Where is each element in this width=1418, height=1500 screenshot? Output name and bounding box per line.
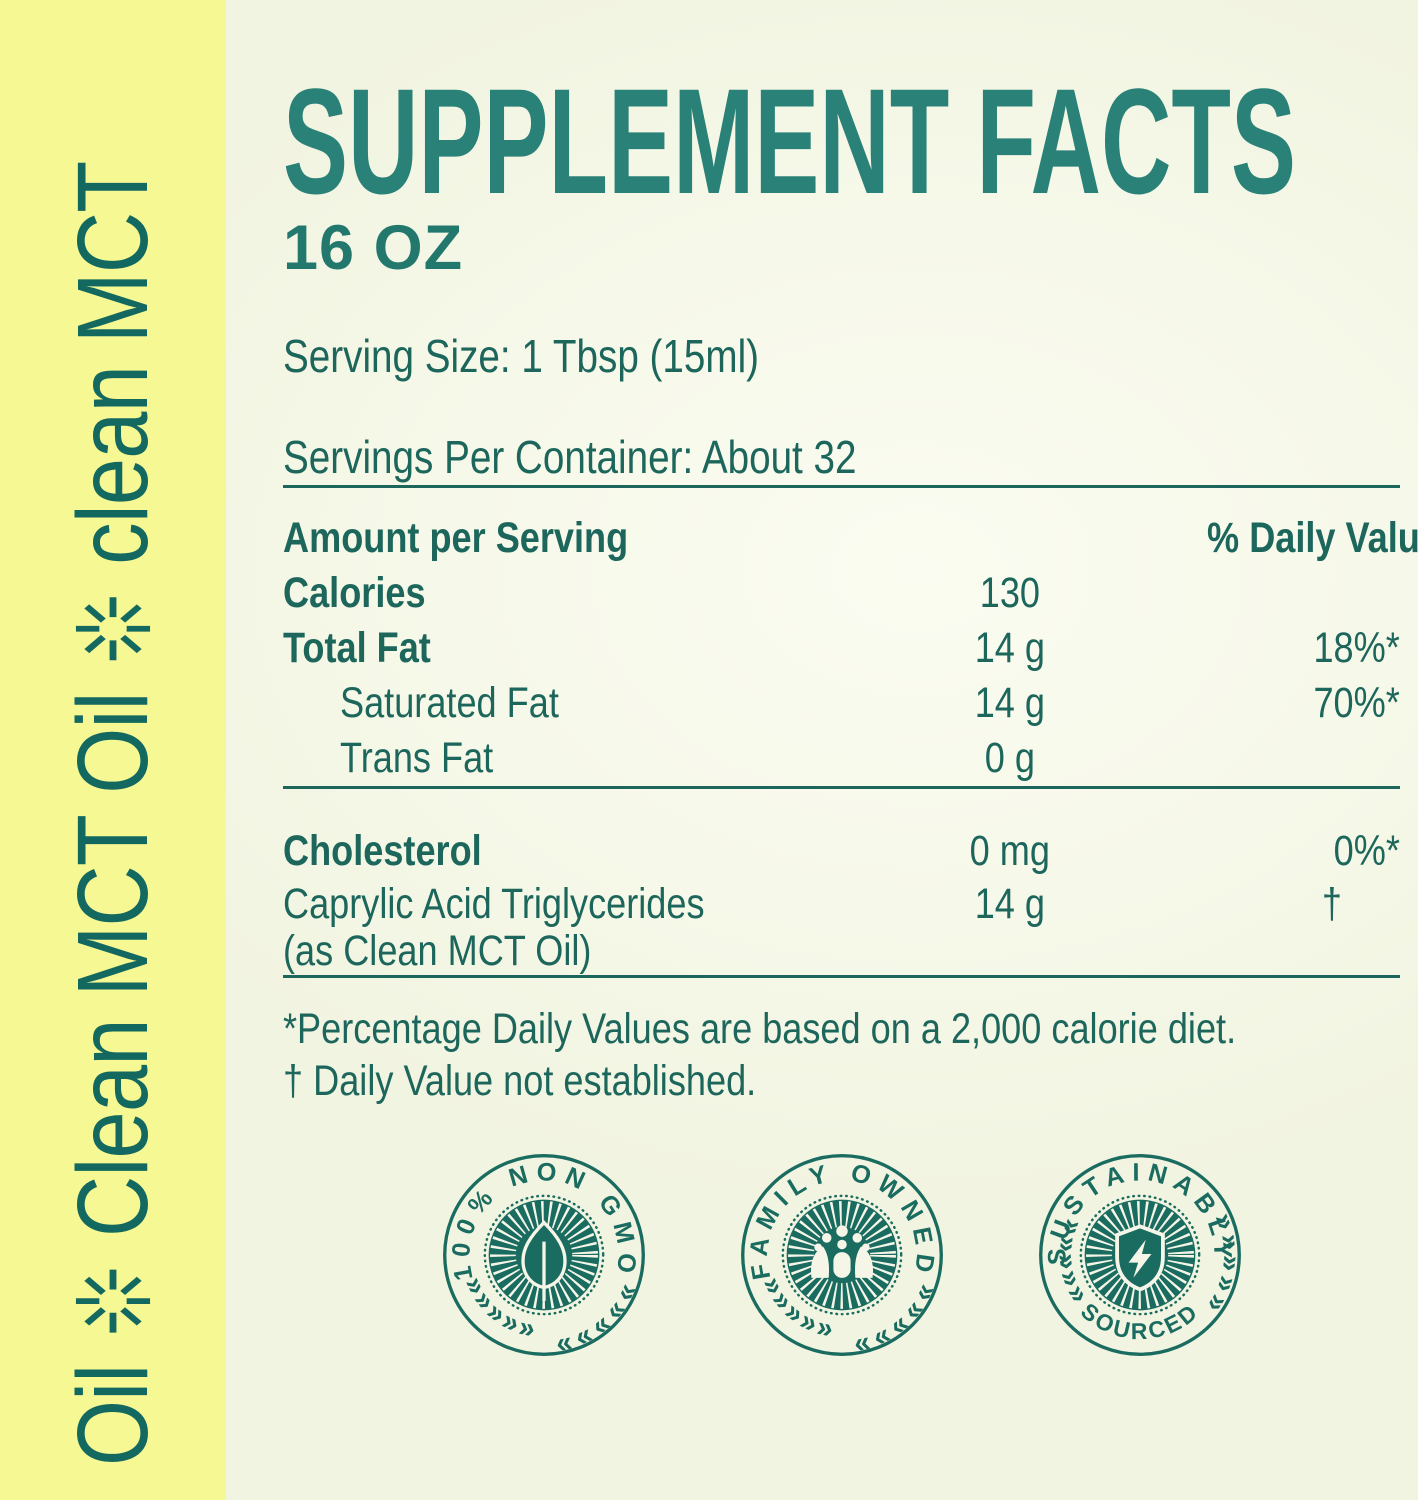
row-label: Saturated Fat [340,679,559,727]
daily-value-header: % Daily Value* [1207,514,1418,562]
lightning-shield-icon [1114,1224,1165,1292]
divider [283,786,1400,789]
row-amount: 0 g [984,734,1036,782]
badge-non-gmo: 100% NON GMO »»»»»» »»»»»» [439,1150,645,1360]
row-dv [1160,566,1400,621]
row-dv: 0%* [1333,827,1400,875]
brand-word-oil: Oil [56,1364,169,1466]
badge-sustainably-sourced: SUSTAINABLY SOURCED »»»»» »»»»» [1038,1154,1244,1356]
row-dv: 18%* [1313,624,1400,672]
certification-badges: 100% NON GMO »»»»»» »»»»»» [283,1150,1400,1360]
row-amount: 14 g [974,679,1046,727]
row-amount: 130 [979,569,1041,617]
badge-dotted-ring [1079,1194,1200,1316]
row-dv: 70%* [1313,679,1400,727]
row-label: Caprylic Acid Triglycerides (as Clean MC… [283,880,705,975]
starburst-icon [75,1269,151,1333]
starburst-icon [75,597,151,661]
facts-row-cholesterol: Cholesterol 0 mg 0%* [283,824,1400,879]
row-label: Total Fat [283,624,431,672]
footnote-dagger: † Daily Value not established. [283,1057,757,1105]
badge-outer-ring [740,1154,943,1356]
footnote-daily-values: *Percentage Daily Values are based on a … [283,1005,1237,1053]
facts-row-calories: Calories 130 [283,566,1400,621]
badge-dotted-ring [781,1194,902,1316]
row-label: Calories [283,569,426,617]
badge-dotted-ring [483,1194,604,1316]
facts-header-row: Amount per Serving % Daily Value* [283,511,1418,566]
badge-sunburst [1085,1201,1194,1309]
facts-row-caprylic: Caprylic Acid Triglycerides (as Clean MC… [283,879,1400,975]
row-sublabel: (as Clean MCT Oil) [283,927,592,975]
supplement-label: SUPPLEMENT FACTS 16 OZ Serving Size: 1 T… [226,0,1418,1500]
row-amount: 14 g [974,624,1046,672]
serving-size-line: Serving Size: 1 Tbsp (15ml) [283,330,760,382]
badge-family-owned: FAMILY OWNED »»»»»» »»»»»» [737,1150,943,1360]
row-dv [1160,731,1400,786]
badge-outer-ring [442,1154,645,1356]
row-amount: 14 g [974,880,1046,928]
vertical-brand-text: Oil Clean MCT Oil clean MCT [0,0,226,1500]
row-amount: 0 mg [969,827,1051,875]
page-title: SUPPLEMENT FACTS [283,57,1296,225]
row-label: Cholesterol [283,827,482,875]
divider [283,975,1400,978]
facts-row-total-fat: Total Fat 14 g 18%* [283,621,1400,676]
net-quantity: 16 OZ [283,213,464,283]
family-icon [810,1225,873,1278]
divider [283,485,1400,488]
brand-word-clean-mct-oil: Clean MCT Oil [56,692,169,1238]
brand-strip: Oil Clean MCT Oil clean MCT [0,0,226,1500]
row-dv: † [1321,880,1342,928]
facts-row-saturated-fat: Saturated Fat 14 g 70%* [283,676,1400,731]
badge-outer-ring [1038,1154,1241,1356]
amount-per-serving-header: Amount per Serving [283,514,629,562]
row-label: Trans Fat [340,734,494,782]
badge-sunburst [787,1201,896,1309]
facts-row-trans-fat: Trans Fat 0 g [283,731,1400,786]
footnotes: *Percentage Daily Values are based on a … [283,1003,1400,1107]
servings-per-container-line: Servings Per Container: About 32 [283,431,857,483]
brand-word-clean-mct: clean MCT [56,161,169,565]
